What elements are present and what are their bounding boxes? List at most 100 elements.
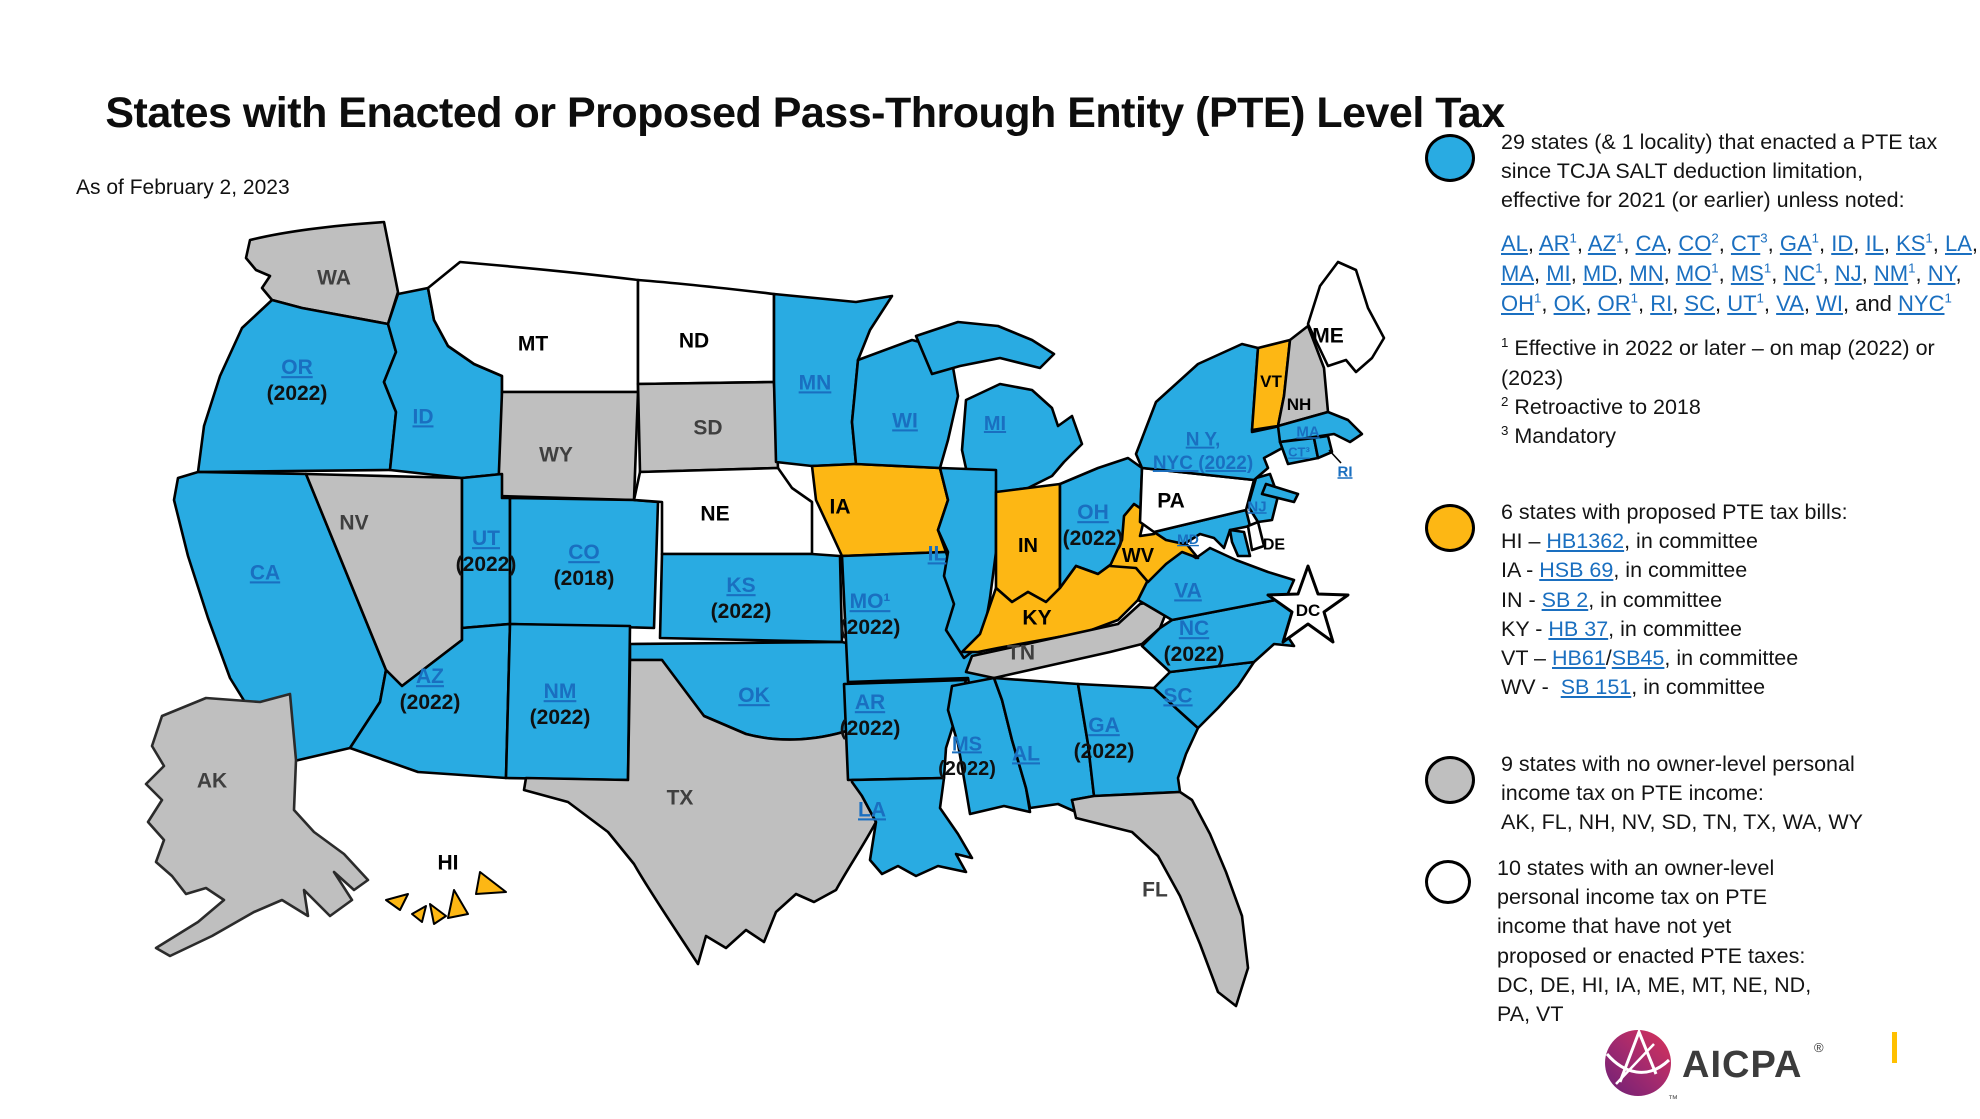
state-shape-HI-island5 bbox=[475, 871, 507, 895]
legend-proposed-heading: 6 states with proposed PTE tax bills: bbox=[1501, 500, 1848, 524]
map-label-KS-0[interactable]: KS bbox=[726, 574, 755, 597]
legend-link-NJ[interactable]: NJ bbox=[1834, 260, 1862, 286]
map-label-MI[interactable]: MI bbox=[984, 413, 1006, 435]
legend-not-yet-dot bbox=[1425, 860, 1471, 904]
map-label-IN: IN bbox=[1018, 535, 1038, 557]
footnote-ref: 1 bbox=[1569, 230, 1577, 246]
legend-link-OK[interactable]: OK bbox=[1553, 290, 1586, 316]
map-label-VT: VT bbox=[1260, 372, 1282, 391]
legend-link-MO[interactable]: MO bbox=[1675, 260, 1712, 286]
legend-link-AR[interactable]: AR bbox=[1538, 230, 1570, 256]
legend-link-LA[interactable]: LA bbox=[1944, 230, 1972, 256]
map-label-MO-0[interactable]: MO¹ bbox=[850, 590, 891, 613]
map-label-CT[interactable]: CT³ bbox=[1288, 445, 1310, 460]
state-shape-MT bbox=[426, 260, 640, 394]
legend-link-MI[interactable]: MI bbox=[1546, 260, 1571, 286]
legend-link-MA[interactable]: MA bbox=[1501, 260, 1534, 286]
legend-link-CA[interactable]: CA bbox=[1635, 230, 1667, 256]
legend-link-NC[interactable]: NC bbox=[1783, 260, 1816, 286]
map-label-MS-0[interactable]: MS bbox=[952, 733, 982, 755]
legend-link-MS[interactable]: MS bbox=[1730, 260, 1764, 286]
legend-link-RI[interactable]: RI bbox=[1650, 290, 1673, 316]
legend-link-KS[interactable]: KS bbox=[1896, 230, 1926, 256]
state-shape-HI-island2 bbox=[411, 905, 427, 923]
legend-no-tax: 9 states with no owner-level personal in… bbox=[1425, 750, 1980, 838]
bill-link-HB1362[interactable]: HB1362 bbox=[1546, 529, 1625, 554]
map-label-GA-1: (2022) bbox=[1074, 740, 1135, 763]
map-label-WY: WY bbox=[539, 443, 573, 466]
legend-no-tax-dot bbox=[1425, 756, 1475, 804]
bill-link-SB151[interactable]: SB 151 bbox=[1560, 675, 1632, 700]
map-label-OR-0[interactable]: OR bbox=[281, 356, 313, 379]
legend-link-AL[interactable]: AL bbox=[1501, 230, 1528, 256]
state-shape-ME bbox=[1306, 260, 1386, 374]
map-label-UT-0[interactable]: UT bbox=[472, 527, 500, 550]
legend-link-CO[interactable]: CO bbox=[1678, 230, 1712, 256]
legend-link-CT[interactable]: CT bbox=[1730, 230, 1761, 256]
legend-link-AZ[interactable]: AZ bbox=[1587, 230, 1616, 256]
map-label-ID[interactable]: ID bbox=[413, 405, 434, 428]
map-label-UT-1: (2022) bbox=[456, 553, 517, 576]
map-label-RI[interactable]: RI bbox=[1338, 463, 1353, 480]
map-label-OH-0[interactable]: OH bbox=[1077, 501, 1109, 524]
legend-link-OR[interactable]: OR bbox=[1597, 290, 1631, 316]
bill-link-HB61[interactable]: HB61 bbox=[1552, 646, 1606, 671]
legend-link-VA[interactable]: VA bbox=[1776, 290, 1804, 316]
map-label-SC[interactable]: SC bbox=[1163, 684, 1192, 707]
state-shape-DC-star bbox=[1266, 564, 1350, 644]
legend-link-UT[interactable]: UT bbox=[1727, 290, 1757, 316]
map-label-DE: DE bbox=[1263, 537, 1286, 554]
bill-link-HB37[interactable]: HB 37 bbox=[1548, 616, 1609, 641]
map-label-NJ[interactable]: NJ bbox=[1247, 498, 1266, 515]
legend-link-IL[interactable]: IL bbox=[1865, 230, 1884, 256]
legend-link-OH[interactable]: OH bbox=[1501, 290, 1534, 316]
legend-link-NYC[interactable]: NYC bbox=[1898, 290, 1945, 316]
map-label-AL[interactable]: AL bbox=[1012, 742, 1040, 765]
bill-link-HSB69[interactable]: HSB 69 bbox=[1539, 558, 1614, 583]
legend-link-MN[interactable]: MN bbox=[1629, 260, 1664, 286]
map-label-AZ-0[interactable]: AZ bbox=[416, 665, 444, 688]
map-label-NM-0[interactable]: NM bbox=[544, 680, 577, 703]
state-shape-CO bbox=[508, 496, 660, 630]
map-label-WI[interactable]: WI bbox=[892, 409, 918, 432]
map-label-NV: NV bbox=[339, 511, 368, 534]
legend-link-NM[interactable]: NM bbox=[1873, 260, 1909, 286]
legend-link-WI[interactable]: WI bbox=[1816, 290, 1843, 316]
map-label-NY-0[interactable]: N Y, bbox=[1186, 430, 1221, 451]
bill-link-SB45[interactable]: SB45 bbox=[1611, 646, 1665, 671]
map-label-GA-0[interactable]: GA bbox=[1088, 714, 1120, 737]
trademark-mark: ™ bbox=[1668, 1094, 1678, 1105]
legend-link-SC[interactable]: SC bbox=[1684, 290, 1715, 316]
map-label-OK[interactable]: OK bbox=[738, 684, 770, 707]
legend-enacted-desc: 29 states (& 1 locality) that enacted a … bbox=[1501, 130, 1938, 213]
footnote-ref: 1 bbox=[1534, 290, 1542, 306]
legend-proposed-dot bbox=[1425, 504, 1475, 552]
map-label-MD[interactable]: MD bbox=[1177, 531, 1199, 547]
map-label-WA: WA bbox=[317, 266, 351, 289]
state-shape-MD bbox=[1152, 508, 1252, 550]
map-label-IL[interactable]: IL bbox=[928, 542, 947, 565]
map-label-CO-0[interactable]: CO bbox=[568, 541, 600, 564]
footnote-ref: 1 bbox=[1756, 290, 1764, 306]
map-label-OH-1: (2022) bbox=[1063, 527, 1124, 550]
state-shape-FL bbox=[1070, 790, 1250, 1008]
map-label-MA[interactable]: MA bbox=[1296, 423, 1319, 440]
map-label-CA[interactable]: CA bbox=[250, 561, 280, 584]
map-label-MS-1: (2022) bbox=[938, 758, 996, 780]
bill-link-SB2[interactable]: SB 2 bbox=[1541, 587, 1589, 612]
footnote-ref: 1 bbox=[1630, 290, 1638, 306]
state-shape-MI-upper bbox=[914, 320, 1056, 376]
map-label-NY-1[interactable]: NYC (2022) bbox=[1153, 453, 1253, 474]
map-label-LA[interactable]: LA bbox=[858, 798, 886, 821]
legend-link-GA[interactable]: GA bbox=[1779, 230, 1812, 256]
map-label-NH: NH bbox=[1287, 395, 1312, 414]
map-label-VA[interactable]: VA bbox=[1174, 579, 1202, 602]
map-label-NC-0[interactable]: NC bbox=[1179, 617, 1209, 640]
legend-link-ID[interactable]: ID bbox=[1831, 230, 1854, 256]
legend-link-NY[interactable]: NY bbox=[1927, 260, 1956, 286]
legend-link-MD[interactable]: MD bbox=[1582, 260, 1618, 286]
map-label-MN[interactable]: MN bbox=[799, 371, 832, 394]
map-label-AR-0[interactable]: AR bbox=[855, 691, 885, 714]
state-shape-UT bbox=[460, 472, 512, 630]
map-label-MT: MT bbox=[518, 332, 548, 355]
